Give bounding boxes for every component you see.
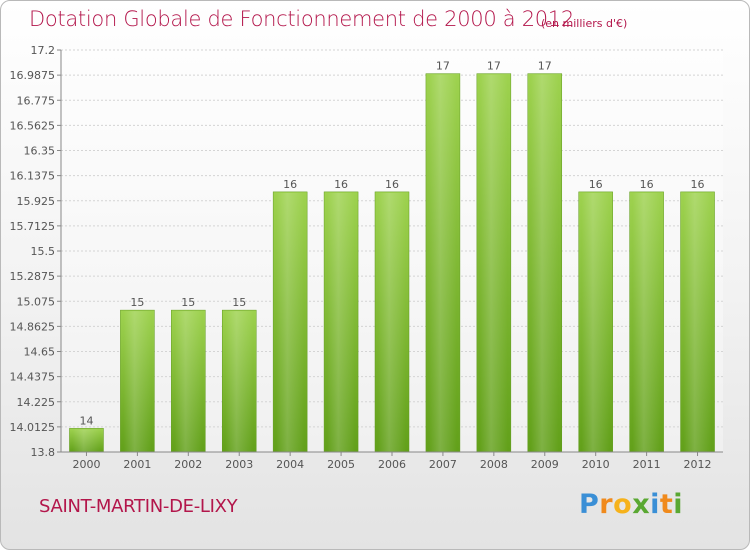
value-label-2007: 17: [436, 60, 450, 73]
y-tick-label: 16.1375: [10, 170, 56, 183]
y-tick-label: 14.8625: [10, 320, 56, 333]
value-label-2008: 17: [487, 60, 501, 73]
value-label-2005: 16: [334, 178, 348, 191]
value-label-2012: 16: [691, 178, 705, 191]
y-tick-label: 15.925: [17, 195, 56, 208]
y-tick-label: 15.7125: [10, 220, 56, 233]
y-tick-label: 15.5: [31, 245, 56, 258]
y-tick-label: 16.9875: [10, 69, 56, 82]
logo-letter: t: [659, 489, 674, 520]
y-tick-label: 17.2: [31, 44, 56, 57]
chart-title: Dotation Globale de Fonctionnement de 20…: [29, 7, 574, 31]
bar-highlight: [428, 74, 457, 452]
y-tick-label: 15.075: [17, 295, 56, 308]
bar-highlight: [174, 311, 203, 452]
commune-name: SAINT-MARTIN-DE-LIXY: [39, 496, 238, 517]
x-tick-label-2011: 2011: [633, 458, 661, 471]
value-label-2009: 17: [538, 60, 552, 73]
x-tick-label-2004: 2004: [276, 458, 304, 471]
x-tick-label-2002: 2002: [174, 458, 202, 471]
bar-highlight: [276, 192, 305, 452]
bar-highlight: [530, 74, 559, 452]
x-tick-label-2005: 2005: [327, 458, 355, 471]
value-label-2006: 16: [385, 178, 399, 191]
logo-letter: i: [673, 489, 684, 520]
x-tick-label-2010: 2010: [582, 458, 610, 471]
y-tick-label: 14.0125: [10, 421, 56, 434]
bar-highlight: [479, 74, 508, 452]
logo-letter: r: [599, 489, 614, 520]
y-tick-label: 15.2875: [10, 270, 56, 283]
x-tick-label-2003: 2003: [225, 458, 253, 471]
x-tick-label-2009: 2009: [531, 458, 559, 471]
value-label-2003: 15: [232, 296, 246, 309]
x-tick-label-2012: 2012: [684, 458, 712, 471]
logo-letter: i: [650, 489, 660, 520]
x-tick-label-2008: 2008: [480, 458, 508, 471]
value-label-2001: 15: [130, 296, 144, 309]
bar-highlight: [581, 192, 610, 452]
bar-highlight: [683, 192, 712, 452]
value-label-2002: 15: [181, 296, 195, 309]
y-tick-label: 13.8: [31, 446, 56, 459]
x-tick-label-2006: 2006: [378, 458, 406, 471]
bar-highlight: [72, 429, 101, 452]
bar-highlight: [225, 311, 254, 452]
y-tick-label: 14.65: [24, 346, 56, 359]
bar-highlight: [123, 311, 152, 452]
chart-subtitle: (en milliers d'€): [541, 17, 628, 30]
value-label-2004: 16: [283, 178, 297, 191]
x-tick-label-2007: 2007: [429, 458, 457, 471]
bar-highlight: [327, 192, 356, 452]
y-tick-label: 16.775: [17, 94, 56, 107]
logo-letter: o: [613, 489, 633, 520]
y-tick-label: 16.5625: [10, 119, 56, 132]
y-tick-label: 14.225: [17, 396, 56, 409]
bar-highlight: [632, 192, 661, 452]
y-tick-label: 16.35: [24, 145, 56, 158]
value-label-2011: 16: [640, 178, 654, 191]
x-tick-label-2000: 2000: [72, 458, 100, 471]
y-tick-label: 14.4375: [10, 371, 56, 384]
logo-letter: P: [579, 489, 600, 520]
value-label-2000: 14: [79, 414, 93, 427]
x-tick-label-2001: 2001: [123, 458, 151, 471]
logo-letter: x: [632, 489, 651, 520]
bar-highlight: [378, 192, 406, 452]
proxiti-logo: Proxiti: [579, 489, 683, 520]
value-label-2010: 16: [589, 178, 603, 191]
